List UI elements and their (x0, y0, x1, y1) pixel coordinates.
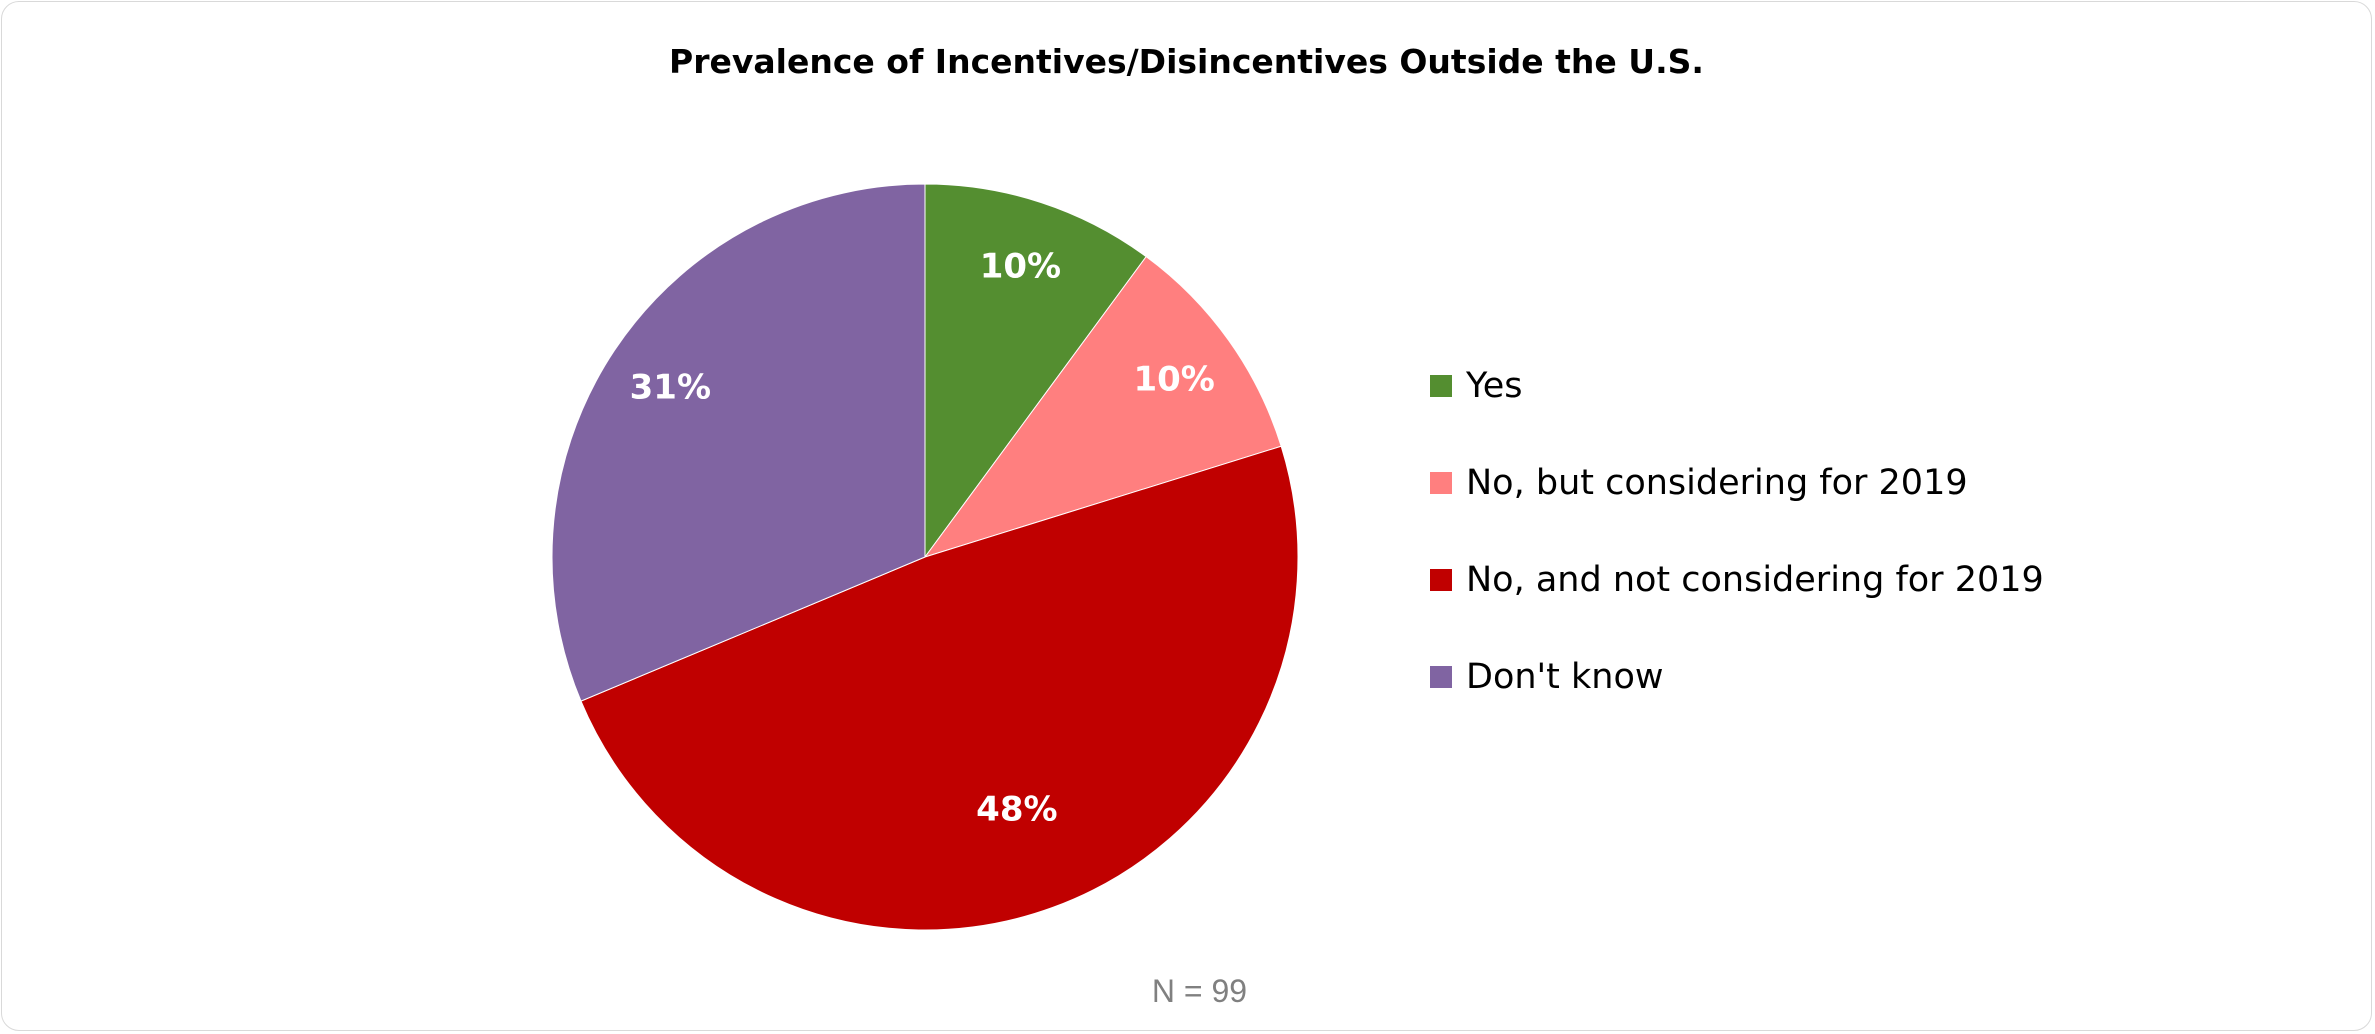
pie-label-no-considering: 10% (1133, 360, 1214, 400)
pie-label-dont-know: 31% (630, 368, 711, 408)
legend-item-no-considering: No, but considering for 2019 (1430, 434, 2044, 531)
legend-label-yes: Yes (1466, 365, 1523, 406)
legend-swatch-no-not-considering (1430, 568, 1452, 591)
pie-label-no-not-considering: 48% (976, 789, 1057, 829)
legend-item-yes: Yes (1430, 337, 2044, 434)
pie-slice-no-considering (923, 255, 1282, 558)
pie-slice-yes (924, 183, 1147, 559)
pie-slice-no-not-considering (580, 445, 1299, 931)
chart-legend: Yes No, but considering for 2019 No, and… (1430, 337, 2044, 725)
legend-swatch-dont-know (1430, 665, 1452, 688)
pie-slice-dont-know (551, 183, 926, 702)
legend-swatch-yes (1430, 374, 1452, 397)
legend-swatch-no-considering (1430, 471, 1452, 494)
sample-size-note: N = 99 (1151, 973, 1248, 1009)
legend-label-no-considering: No, but considering for 2019 (1466, 462, 1968, 503)
chart-title: Prevalence of Incentives/Disincentives O… (669, 42, 1704, 81)
legend-item-no-not-considering: No, and not considering for 2019 (1430, 531, 2044, 628)
pie-label-yes: 10% (980, 246, 1061, 286)
legend-label-no-not-considering: No, and not considering for 2019 (1466, 559, 2044, 600)
legend-item-dont-know: Don't know (1430, 628, 2044, 725)
legend-label-dont-know: Don't know (1466, 656, 1664, 697)
